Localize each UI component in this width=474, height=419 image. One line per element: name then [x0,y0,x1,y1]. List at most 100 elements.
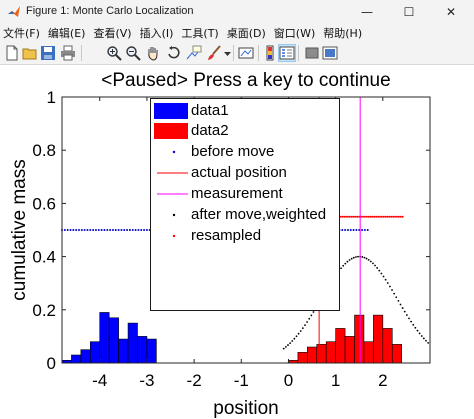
after-move-point [310,314,313,317]
bar-data1 [108,317,119,364]
after-move-point [363,256,366,259]
bar-data2 [297,352,308,364]
hide-plot-tools-icon[interactable] [304,45,320,61]
menu-desktop[interactable]: 桌面(D) [226,26,266,40]
brush-icon[interactable] [206,45,222,61]
toolbar-separator [81,45,82,61]
save-icon[interactable] [40,45,56,61]
minimize-button[interactable]: — [346,0,388,24]
resampled-point [384,215,387,218]
bar-data2 [354,314,365,364]
after-move-point [388,285,391,288]
after-move-point [291,340,294,342]
legend-icon[interactable] [278,44,296,62]
before-move-point [341,229,344,231]
resampled-point [354,215,357,218]
y-tick-label: 0.2 [32,301,56,320]
before-move-point [106,229,109,231]
toolbar-separator [258,45,259,61]
zoom-in-icon[interactable] [106,45,122,61]
after-move-point [374,264,376,267]
before-move-point [103,229,106,231]
after-move-point [304,324,306,327]
brush-dropdown-icon[interactable] [223,45,232,61]
close-button[interactable]: ✕ [430,0,472,24]
resampled-point [352,215,355,218]
y-tick-label: 0.4 [32,248,56,267]
after-move-point [297,332,300,335]
after-move-point [344,262,347,265]
before-move-point [145,229,148,231]
menu-edit[interactable]: 编辑(E) [47,26,86,40]
before-move-point [344,229,347,231]
resampled-point [394,215,397,218]
resampled-point [380,215,383,218]
before-move-point [77,229,80,231]
after-move-point [397,299,400,302]
after-move-point [420,335,423,337]
zoom-out-icon[interactable] [125,45,141,61]
new-figure-icon[interactable] [4,45,20,61]
resampled-point [388,215,391,218]
after-move-point [405,314,408,316]
pan-icon[interactable] [145,45,161,61]
before-move-point [83,229,86,231]
after-move-point [357,255,359,258]
bar-data1 [137,336,148,364]
after-move-point [289,342,292,345]
after-move-point [287,344,289,346]
x-tick-label: 0 [284,371,293,390]
before-move-point [100,229,103,231]
bar-data2 [316,344,327,364]
after-move-point [365,257,368,260]
legend-entry-data2: data2 [151,121,339,141]
bar-data2 [382,328,393,364]
resampled-point [382,215,385,218]
before-move-point [363,229,366,231]
before-move-point [126,229,129,231]
before-move-point [69,229,72,231]
before-move-point [114,229,117,231]
resampled-point [401,215,404,218]
menu-help[interactable]: 帮助(H) [323,26,363,40]
after-move-point [391,289,393,291]
after-move-point [412,323,415,326]
before-move-point [366,229,369,231]
show-plot-tools-icon[interactable] [322,45,338,61]
legend-entry-before-move: before move [151,142,339,162]
after-move-point [427,341,430,344]
x-axis-label: position [213,398,279,419]
resampled-point [392,215,395,218]
before-move-point [134,229,137,231]
resampled-point [395,215,398,218]
before-move-point [349,229,352,231]
menu-view[interactable]: 查看(V) [93,26,132,40]
after-move-point [408,317,410,320]
menu-insert[interactable]: 插入(I) [139,26,174,40]
after-move-point [346,260,349,263]
maximize-button[interactable]: ☐ [388,0,430,24]
legend[interactable]: data1 data2 before move actual position … [150,98,340,311]
legend-label: after move,weighted [191,206,327,223]
resampled-point [397,215,400,218]
link-plot-icon[interactable] [238,45,254,61]
resampled-point [377,215,380,218]
before-move-point [143,229,146,231]
menu-tools[interactable]: 工具(T) [181,26,219,40]
window-titlebar: Figure 1: Monte Carlo Localization — ☐ ✕ [0,0,474,24]
close-icon: ✕ [445,5,457,19]
rotate-icon[interactable] [166,45,182,61]
menu-window[interactable]: 窗口(W) [273,26,316,40]
before-move-point [92,229,95,231]
legend-swatch [154,123,188,139]
data-cursor-icon[interactable] [186,45,202,61]
print-icon[interactable] [60,45,76,61]
menu-file[interactable]: 文件(F) [3,26,40,40]
before-move-point [355,229,358,231]
after-move-point [380,272,383,275]
bar-data2 [325,341,336,364]
resampled-point [390,215,393,218]
open-file-icon[interactable] [22,45,38,61]
figure-canvas[interactable]: <Paused> Press a key to continue -4 -3 -2 -… [0,65,474,419]
colorbar-icon[interactable] [262,45,278,61]
